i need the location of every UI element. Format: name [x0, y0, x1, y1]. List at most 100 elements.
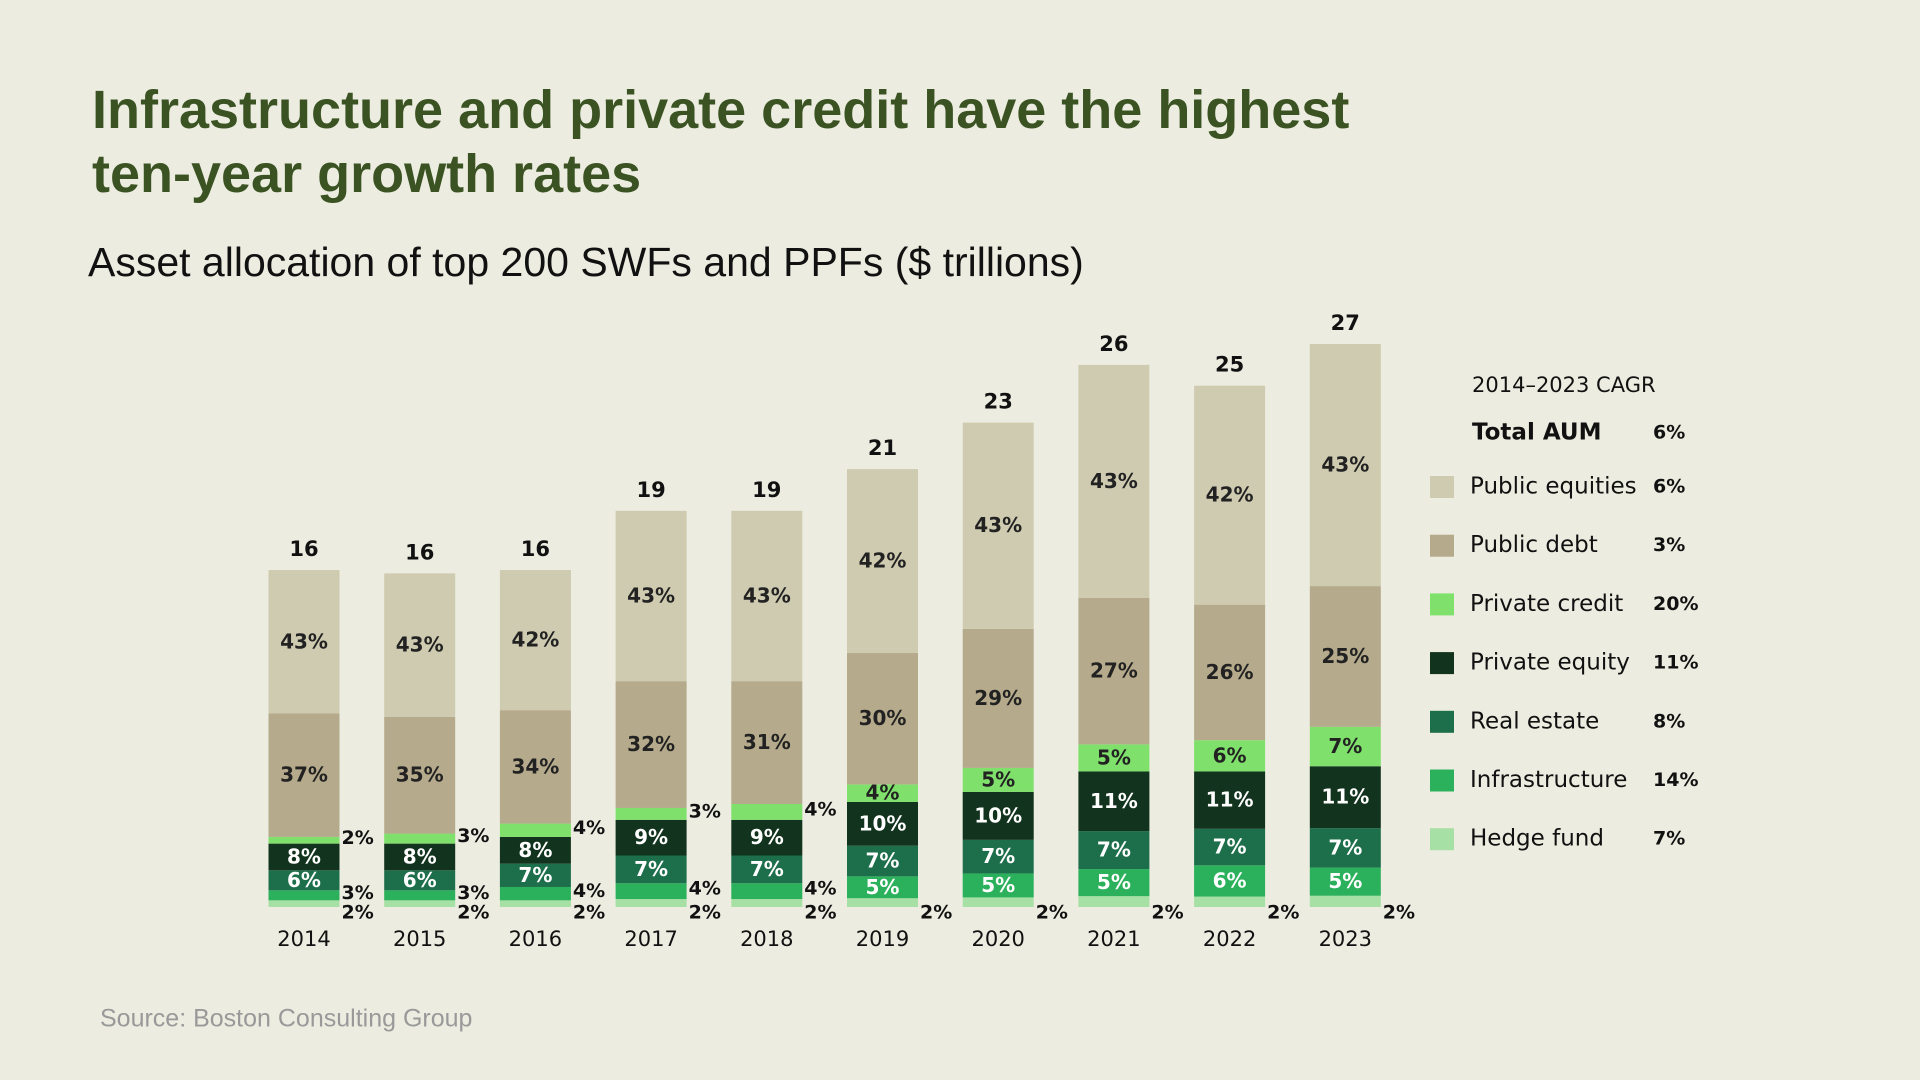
total-label: 19 — [752, 478, 781, 502]
legend-label: Private equity — [1470, 650, 1630, 676]
legend-label: Public equities — [1470, 474, 1637, 500]
data-label: 42% — [1206, 483, 1254, 507]
bar-segment — [1194, 740, 1266, 772]
data-label: 3% — [342, 882, 374, 904]
bar-segment — [731, 803, 803, 820]
data-label: 2% — [1036, 902, 1068, 924]
legend-swatch — [1430, 593, 1454, 616]
source-note: Source: Boston Consulting Group — [100, 1005, 472, 1033]
bar-segment — [962, 897, 1034, 907]
data-label: 7% — [1213, 835, 1247, 859]
legend-cagr: 20% — [1653, 593, 1698, 615]
legend-label: Infrastructure — [1470, 767, 1627, 793]
total-label: 21 — [868, 436, 897, 460]
data-label: 5% — [981, 767, 1015, 791]
bar-segment — [1078, 896, 1150, 907]
x-tick-label: 2020 — [971, 927, 1024, 951]
data-label: 2% — [689, 902, 721, 924]
x-tick-label: 2015 — [393, 927, 446, 951]
bar-segment — [1194, 865, 1266, 897]
data-label: 5% — [1097, 745, 1131, 769]
legend-cagr: 8% — [1653, 710, 1685, 732]
legend-cagr: 6% — [1653, 476, 1685, 498]
bar-segment — [268, 870, 340, 891]
bar-segment — [1078, 364, 1150, 598]
bar-segment — [847, 469, 918, 654]
data-label: 43% — [627, 583, 675, 607]
bar-segment — [847, 801, 918, 846]
data-label: 3% — [689, 800, 721, 822]
data-label: 34% — [511, 754, 559, 778]
data-label: 43% — [1321, 453, 1369, 477]
data-label: 2% — [342, 827, 374, 849]
bar-segment — [847, 653, 918, 785]
legend-total-cagr: 6% — [1653, 422, 1685, 444]
total-label: 16 — [405, 540, 434, 564]
data-label: 42% — [859, 549, 907, 573]
total-label: 19 — [636, 478, 665, 502]
bar-segment — [499, 863, 571, 887]
x-tick-label: 2018 — [740, 927, 793, 951]
chart-subtitle: Asset allocation of top 200 SWFs and PPF… — [88, 239, 1084, 285]
total-label: 16 — [521, 537, 550, 561]
legend-swatch — [1430, 828, 1454, 851]
data-label: 4% — [573, 817, 605, 839]
legend-label: Public debt — [1470, 532, 1598, 558]
data-label: 11% — [1321, 785, 1369, 809]
bar-segment — [731, 510, 803, 682]
legend-label: Private credit — [1470, 591, 1623, 617]
data-label: 7% — [1097, 838, 1131, 862]
bar-segment — [731, 855, 803, 884]
data-label: 10% — [859, 811, 907, 835]
data-label: 43% — [743, 583, 791, 607]
chart-title: Infrastructure and private credit have t… — [92, 80, 1349, 204]
bar-segment — [615, 681, 687, 808]
total-label: 23 — [984, 390, 1013, 414]
data-label: 7% — [1328, 835, 1362, 859]
data-label: 43% — [974, 513, 1022, 537]
data-label: 26% — [1206, 660, 1254, 684]
data-label: 2% — [1383, 902, 1415, 924]
bar-segment — [499, 886, 571, 901]
data-label: 2% — [573, 902, 605, 924]
data-label: 37% — [280, 763, 328, 787]
bar-segment — [731, 681, 803, 804]
x-tick-label: 2021 — [1087, 927, 1140, 951]
total-label: 27 — [1331, 311, 1360, 335]
x-tick-label: 2014 — [277, 927, 330, 951]
data-label: 5% — [1328, 869, 1362, 893]
data-label: 2% — [804, 902, 836, 924]
bar-segment — [499, 710, 571, 824]
data-label: 6% — [287, 868, 321, 892]
bar-segment — [384, 843, 456, 871]
total-label: 25 — [1215, 353, 1244, 377]
legend-swatch — [1430, 769, 1454, 792]
x-tick-label: 2017 — [624, 927, 677, 951]
data-label: 4% — [866, 781, 900, 805]
data-label: 8% — [403, 844, 437, 868]
data-label: 8% — [518, 838, 552, 862]
bar-segment — [384, 870, 456, 891]
x-tick-label: 2016 — [509, 927, 562, 951]
bar-segment — [962, 791, 1034, 840]
bar-segment — [1309, 586, 1381, 727]
data-label: 4% — [804, 798, 836, 820]
bar-segment — [1309, 766, 1381, 829]
data-label: 7% — [1328, 734, 1362, 758]
bar-segment — [847, 845, 918, 877]
bar-segment — [847, 898, 918, 907]
bar-segment — [268, 900, 340, 907]
data-label: 2% — [457, 902, 489, 924]
data-label: 5% — [866, 875, 900, 899]
bar-segment — [731, 819, 803, 856]
data-label: 10% — [974, 803, 1022, 827]
bar-segment — [731, 883, 803, 900]
bar-segment — [499, 900, 571, 907]
data-label: 2% — [920, 902, 952, 924]
bar-segment — [268, 570, 340, 714]
bar-segment — [615, 510, 687, 682]
legend-cagr: 3% — [1653, 534, 1685, 556]
total-label: 26 — [1099, 332, 1128, 356]
data-label: 27% — [1090, 659, 1138, 683]
